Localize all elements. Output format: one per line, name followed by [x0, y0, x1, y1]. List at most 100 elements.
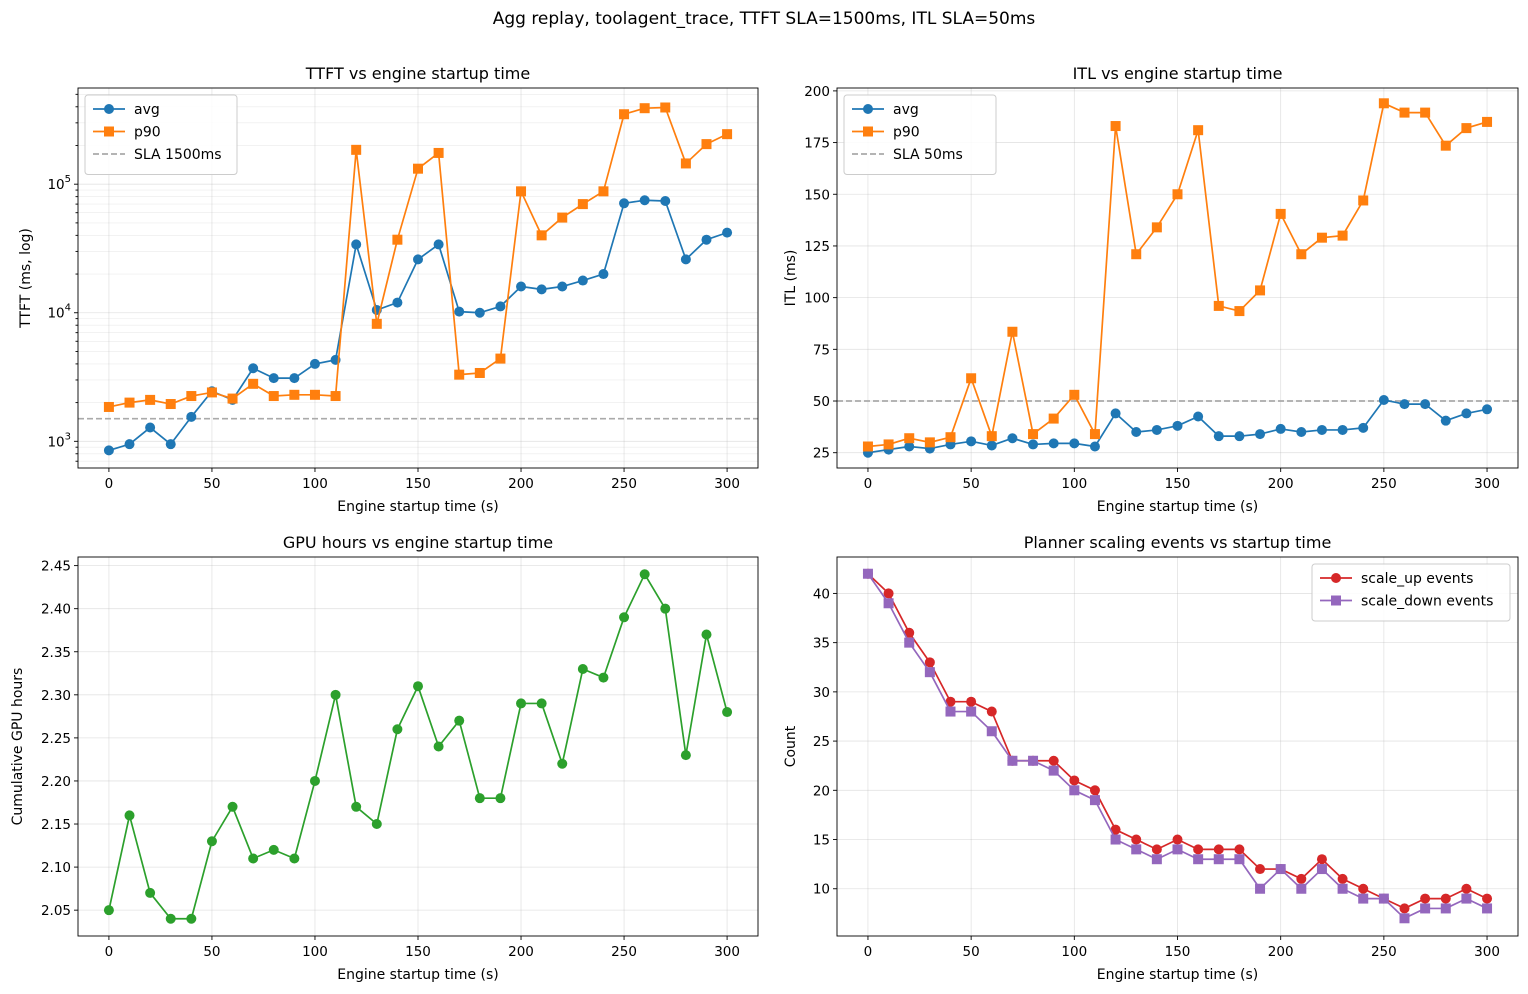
data-point	[1275, 423, 1286, 434]
data-point	[103, 445, 114, 456]
data-point	[413, 254, 423, 265]
legend-marker	[1331, 573, 1341, 583]
y-tick-exponent: 5	[65, 174, 71, 185]
x-tick-label: 300	[1474, 476, 1500, 492]
data-point	[1482, 404, 1493, 415]
data-point	[145, 422, 156, 433]
data-point	[186, 391, 197, 402]
x-tick-label: 100	[1061, 944, 1087, 960]
data-point	[165, 399, 176, 410]
data-point	[1089, 441, 1100, 452]
data-point	[1213, 854, 1224, 865]
data-point	[1172, 189, 1183, 200]
plot-frame	[77, 556, 759, 937]
data-point	[986, 726, 997, 737]
data-point	[1028, 755, 1039, 766]
data-point	[309, 775, 320, 786]
data-point	[536, 284, 547, 295]
data-point	[1069, 785, 1080, 796]
data-point	[1440, 903, 1451, 914]
data-point	[701, 629, 712, 640]
data-point	[1151, 222, 1162, 233]
data-point	[577, 663, 588, 674]
chart-title: GPU hours vs engine startup time	[283, 533, 553, 552]
data-point	[1399, 913, 1410, 924]
y-tick-label: 2.05	[41, 903, 71, 919]
data-point	[1482, 116, 1493, 127]
x-tick-label: 200	[1268, 944, 1294, 960]
data-point	[1255, 429, 1266, 440]
data-point	[1337, 873, 1348, 884]
data-point	[186, 411, 197, 422]
legend-marker	[104, 126, 114, 137]
data-point	[1110, 834, 1121, 845]
data-point	[904, 433, 915, 444]
data-point	[1151, 854, 1162, 865]
data-point	[1151, 424, 1162, 435]
itl-chart: 0 50 100 150 200 250 300 25 50 75 100 125 150 175 200 I…	[783, 64, 1519, 515]
x-tick-label: 50	[963, 476, 980, 492]
data-point	[639, 569, 650, 580]
data-point	[1069, 438, 1080, 449]
y-tick-label: 2.15	[41, 817, 71, 833]
data-point	[680, 750, 691, 761]
data-point	[454, 306, 465, 317]
data-point	[1193, 125, 1204, 136]
x-axis-label: Engine startup time (s)	[337, 499, 499, 515]
data-point	[186, 913, 197, 924]
data-point	[1069, 389, 1080, 400]
data-point	[1110, 121, 1121, 132]
legend-label: scale_up events	[1361, 571, 1473, 587]
data-point	[1234, 306, 1245, 317]
y-tick-label: 200	[804, 84, 830, 100]
x-axis-label: Engine startup time (s)	[337, 967, 499, 983]
data-point	[1296, 873, 1307, 884]
data-point	[1399, 399, 1410, 410]
chart-title: ITL vs engine startup time	[1073, 64, 1283, 83]
data-point	[268, 391, 279, 402]
y-tick-label: 20	[813, 783, 830, 799]
data-point	[1048, 413, 1059, 424]
data-point	[1234, 844, 1245, 855]
legend-box	[1311, 563, 1511, 622]
scaling-events-chart: 0 50 100 150 200 250 300 10 15 20 25 30 35 40 Planner …	[783, 533, 1519, 983]
x-tick-label: 300	[714, 944, 740, 960]
data-point	[474, 367, 485, 378]
legend-entry: SLA 1500ms	[93, 147, 222, 163]
data-point	[722, 129, 733, 140]
data-point	[516, 186, 527, 197]
data-point	[680, 254, 691, 265]
data-point	[1316, 864, 1327, 875]
data-point	[433, 147, 444, 158]
data-point	[1337, 230, 1348, 241]
data-point	[248, 378, 259, 389]
data-point	[454, 715, 465, 726]
data-point	[330, 689, 341, 700]
data-point	[904, 627, 915, 638]
data-point	[206, 387, 217, 398]
y-tick-label: 100	[804, 291, 830, 307]
data-point	[206, 836, 217, 847]
data-point	[1358, 422, 1369, 433]
data-point	[1193, 411, 1204, 422]
data-point	[945, 696, 956, 707]
chart-title: TTFT vs engine startup time	[305, 64, 530, 83]
data-point	[309, 389, 320, 400]
data-point	[330, 391, 341, 402]
data-point	[309, 358, 320, 369]
data-point	[165, 913, 176, 924]
data-point	[1420, 903, 1431, 914]
data-point	[1420, 893, 1431, 904]
data-point	[227, 801, 238, 812]
data-point	[598, 672, 609, 683]
y-tick-label: 40	[813, 586, 830, 602]
legend-entry: p90	[852, 125, 920, 141]
data-point	[516, 281, 527, 292]
data-point	[660, 102, 671, 113]
data-point	[966, 373, 977, 384]
data-point	[557, 758, 568, 769]
y-tick-exponent: 3	[65, 431, 71, 442]
data-point	[474, 793, 485, 804]
legend-label: avg	[893, 102, 919, 118]
